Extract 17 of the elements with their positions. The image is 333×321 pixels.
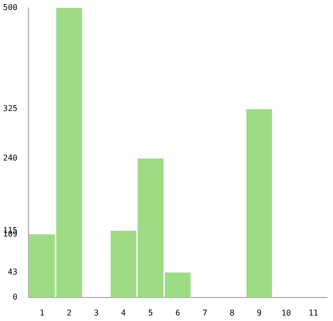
x-tick-label: 1 [40, 308, 45, 318]
y-tick-label: 43 [8, 268, 18, 277]
x-tick-label: 10 [281, 308, 292, 318]
x-tick-label: 4 [121, 308, 126, 318]
y-tick-label: 240 [2, 153, 18, 162]
x-tick-label: 9 [256, 308, 262, 318]
x-tick-label: 8 [230, 308, 235, 318]
x-tick-label: 7 [202, 308, 208, 318]
x-tick-label: 11 [308, 308, 318, 318]
x-tick-label: 2 [66, 308, 72, 318]
y-tick-label: 325 [2, 104, 18, 114]
bar [246, 109, 272, 298]
x-tick-label: 5 [148, 308, 154, 318]
x-tick-label: 3 [94, 308, 99, 318]
y-tick-label: 0 [12, 292, 18, 302]
x-tick-label: 6 [175, 308, 180, 318]
y-tick-label: 500 [2, 2, 18, 12]
